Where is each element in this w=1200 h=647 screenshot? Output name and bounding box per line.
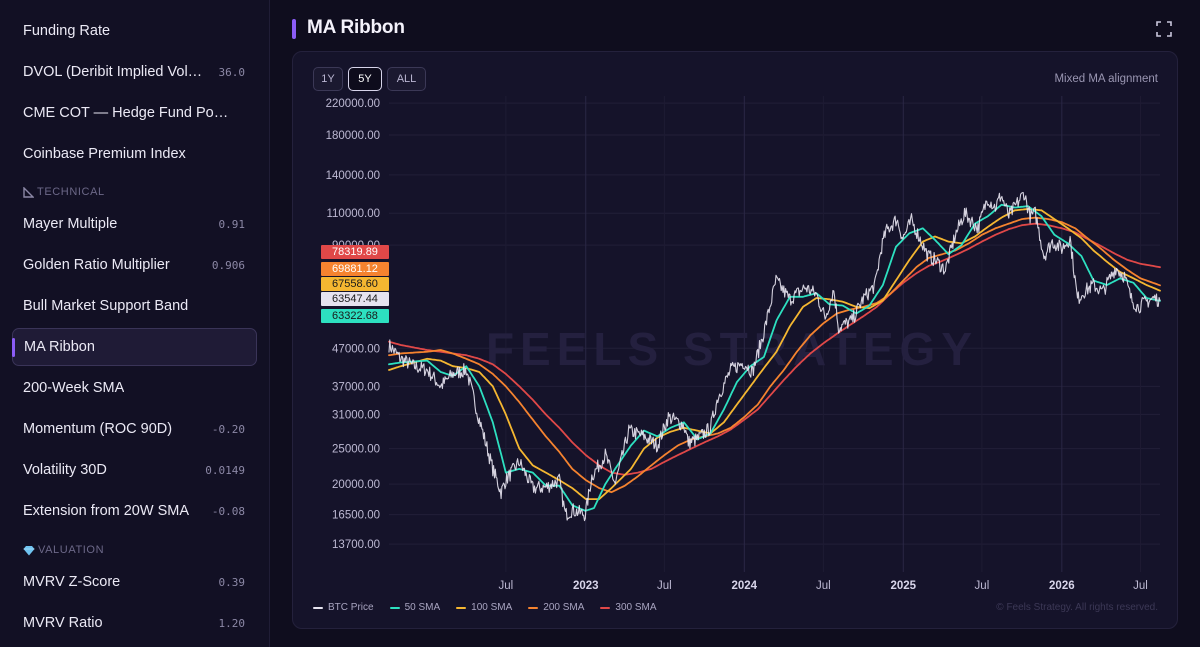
x-tick-label: Jul: [657, 580, 672, 592]
legend-label: 50 SMA: [404, 602, 441, 613]
sidebar-item-dvol[interactable]: DVOL (Deribit Implied Volatility) 36.0: [12, 53, 257, 91]
legend-label: 100 SMA: [471, 602, 513, 613]
sidebar-item-value: 0.39: [218, 575, 246, 589]
section-label: VALUATION: [38, 544, 105, 556]
range-button-5y[interactable]: 5Y: [348, 67, 382, 91]
sidebar-item-ma-ribbon[interactable]: MA Ribbon: [12, 328, 257, 366]
sidebar: Funding Rate DVOL (Deribit Implied Volat…: [0, 0, 270, 647]
sidebar-item-mvrv-ratio[interactable]: MVRV Ratio 1.20: [12, 604, 257, 642]
section-header-technical: TECHNICAL: [23, 186, 105, 198]
legend-item[interactable]: 100 SMA: [456, 602, 512, 613]
y-tick-label: 47000.00: [332, 343, 380, 355]
y-tick-label: 20000.00: [332, 479, 380, 491]
diamond-icon: [23, 545, 35, 555]
watermark: FEELS STRATEGY: [486, 323, 978, 375]
series-lines: [388, 192, 1161, 522]
series-line-btc-price: [388, 192, 1161, 522]
sidebar-item-momentum[interactable]: Momentum (ROC 90D) -0.20: [12, 410, 257, 448]
copyright: © Feels Strategy. All rights reserved.: [996, 602, 1158, 613]
y-tick-label: 31000.00: [332, 409, 380, 421]
last-value-tag: 63547.44: [321, 292, 389, 306]
y-tick-label: 37000.00: [332, 381, 380, 393]
legend-swatch: [313, 606, 323, 609]
legend-swatch: [389, 606, 400, 609]
sidebar-item-golden-ratio[interactable]: Golden Ratio Multiplier 0.906: [12, 246, 257, 284]
sidebar-item-value: 1.20: [218, 616, 246, 630]
title-accent-bar: [292, 19, 296, 39]
x-tick-label: 2023: [573, 580, 599, 592]
fullscreen-icon: [1156, 21, 1172, 37]
sidebar-item-value: -0.08: [211, 504, 245, 518]
sidebar-item-value: 36.0: [218, 65, 246, 79]
y-tick-label: 16500.00: [332, 510, 380, 522]
chart-grid: [389, 96, 1160, 572]
legend-label: BTC Price: [328, 602, 374, 613]
y-tick-label: 220000.00: [326, 98, 380, 110]
sidebar-item-mayer-multiple[interactable]: Mayer Multiple 0.91: [12, 205, 257, 243]
x-tick-label: 2026: [1049, 580, 1075, 592]
last-value-tag: 69881.12: [321, 262, 389, 276]
sidebar-item-value: 0.906: [211, 258, 245, 272]
y-axis: 220000.00180000.00140000.00110000.009000…: [326, 98, 380, 551]
x-tick-label: Jul: [498, 580, 513, 592]
last-value-tag: 63322.68: [321, 309, 389, 323]
sidebar-item-mvrv-z-score[interactable]: MVRV Z-Score 0.39: [12, 563, 257, 601]
legend-label: 200 SMA: [543, 602, 585, 613]
legend-swatch: [528, 606, 539, 609]
y-tick-label: 180000.00: [326, 130, 380, 142]
legend-item[interactable]: 200 SMA: [528, 602, 584, 613]
x-tick-label: 2025: [890, 580, 916, 592]
legend-item[interactable]: 300 SMA: [600, 602, 657, 613]
sidebar-item-extension-20w[interactable]: Extension from 20W SMA -0.08: [12, 492, 257, 530]
sidebar-item-value: -0.20: [211, 422, 245, 436]
y-tick-label: 25000.00: [332, 444, 380, 456]
section-header-valuation: VALUATION: [23, 544, 104, 556]
x-tick-label: Jul: [975, 580, 990, 592]
y-tick-label: 13700.00: [332, 539, 380, 551]
range-button-all[interactable]: ALL: [387, 67, 426, 91]
fullscreen-button[interactable]: [1154, 19, 1174, 39]
legend-swatch: [600, 606, 611, 609]
series-line-300-sma: [388, 222, 1161, 476]
y-tick-label: 140000.00: [326, 170, 380, 182]
range-button-1y[interactable]: 1Y: [313, 67, 343, 91]
chart-legend: BTC Price 50 SMA 100 SMA 200 SMA 300 SMA: [313, 602, 657, 613]
legend-label: 300 SMA: [615, 602, 657, 613]
last-value-tag: 78319.89: [321, 245, 389, 259]
ruler-triangle-icon: [23, 186, 34, 198]
last-value-tag: 67558.60: [321, 277, 389, 291]
section-label: TECHNICAL: [37, 186, 105, 198]
legend-item[interactable]: 50 SMA: [389, 602, 441, 613]
legend-swatch: [456, 606, 467, 609]
alignment-status: Mixed MA alignment: [1054, 73, 1158, 85]
page-title: MA Ribbon: [307, 17, 405, 38]
sidebar-item-volatility-30d[interactable]: Volatility 30D 0.0149: [12, 451, 257, 489]
y-tick-label: 110000.00: [326, 208, 380, 220]
x-tick-label: Jul: [816, 580, 831, 592]
chart-panel: [292, 51, 1178, 629]
legend-item[interactable]: BTC Price: [313, 602, 374, 613]
x-axis: Jul 2023 Jul 2024 Jul 2025 Jul 2026 Jul: [498, 580, 1147, 592]
x-tick-label: Jul: [1133, 580, 1148, 592]
x-tick-label: 2024: [732, 580, 758, 592]
series-line-50-sma: [388, 203, 1161, 512]
sidebar-item-value: 0.0149: [205, 463, 245, 477]
sidebar-item-value: 0.91: [218, 217, 246, 231]
